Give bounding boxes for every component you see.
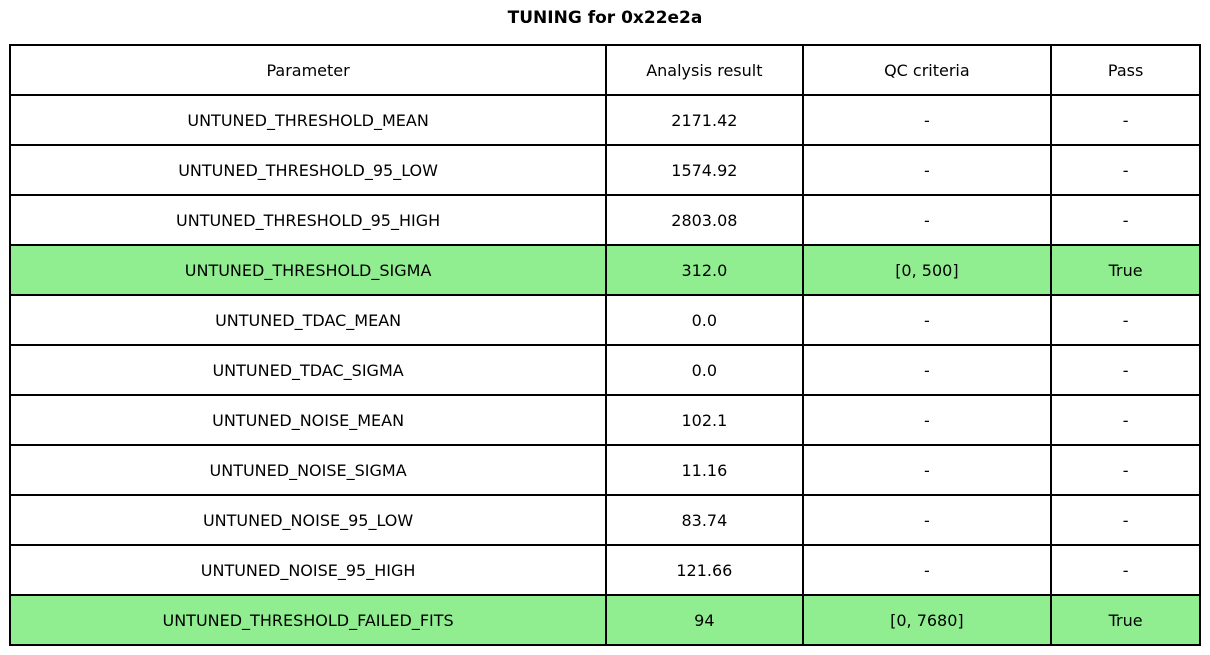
cell-analysis-result: 1574.92 bbox=[605, 144, 804, 196]
column-header-qc-criteria: QC criteria bbox=[801, 44, 1053, 96]
column-header-parameter: Parameter bbox=[8, 44, 608, 96]
cell-analysis-result: 0.0 bbox=[605, 294, 804, 346]
cell-parameter: UNTUNED_NOISE_95_LOW bbox=[8, 494, 608, 546]
cell-parameter: UNTUNED_THRESHOLD_FAILED_FITS bbox=[8, 594, 608, 646]
cell-pass: - bbox=[1050, 294, 1201, 346]
cell-pass: - bbox=[1050, 344, 1201, 396]
cell-pass: - bbox=[1050, 494, 1201, 546]
cell-qc-criteria: - bbox=[801, 194, 1053, 246]
header-row: Parameter Analysis result QC criteria Pa… bbox=[8, 44, 1201, 96]
cell-parameter: UNTUNED_TDAC_MEAN bbox=[8, 294, 608, 346]
cell-qc-criteria: - bbox=[801, 344, 1053, 396]
cell-pass: - bbox=[1050, 444, 1201, 496]
cell-qc-criteria: [0, 500] bbox=[801, 244, 1053, 296]
cell-analysis-result: 312.0 bbox=[605, 244, 804, 296]
cell-analysis-result: 102.1 bbox=[605, 394, 804, 446]
cell-qc-criteria: - bbox=[801, 544, 1053, 596]
cell-parameter: UNTUNED_NOISE_MEAN bbox=[8, 394, 608, 446]
qc-results-table: Parameter Analysis result QC criteria Pa… bbox=[8, 44, 1201, 646]
cell-pass: True bbox=[1050, 594, 1201, 646]
cell-qc-criteria: - bbox=[801, 144, 1053, 196]
table-row: UNTUNED_TDAC_MEAN 0.0 - - bbox=[8, 294, 1201, 346]
cell-analysis-result: 2171.42 bbox=[605, 94, 804, 146]
table-row: UNTUNED_THRESHOLD_SIGMA 312.0 [0, 500] T… bbox=[8, 244, 1201, 296]
cell-pass: - bbox=[1050, 544, 1201, 596]
column-header-analysis-result: Analysis result bbox=[605, 44, 804, 96]
cell-pass: - bbox=[1050, 394, 1201, 446]
cell-analysis-result: 0.0 bbox=[605, 344, 804, 396]
cell-qc-criteria: - bbox=[801, 444, 1053, 496]
cell-analysis-result: 2803.08 bbox=[605, 194, 804, 246]
page-title: TUNING for 0x22e2a bbox=[507, 8, 703, 28]
table-row: UNTUNED_THRESHOLD_MEAN 2171.42 - - bbox=[8, 94, 1201, 146]
cell-pass: - bbox=[1050, 194, 1201, 246]
cell-pass: True bbox=[1050, 244, 1201, 296]
table-row: UNTUNED_NOISE_95_HIGH 121.66 - - bbox=[8, 544, 1201, 596]
cell-analysis-result: 83.74 bbox=[605, 494, 804, 546]
table-row: UNTUNED_NOISE_95_LOW 83.74 - - bbox=[8, 494, 1201, 546]
cell-qc-criteria: [0, 7680] bbox=[801, 594, 1053, 646]
cell-pass: - bbox=[1050, 94, 1201, 146]
table-row: UNTUNED_NOISE_SIGMA 11.16 - - bbox=[8, 444, 1201, 496]
cell-analysis-result: 11.16 bbox=[605, 444, 804, 496]
cell-qc-criteria: - bbox=[801, 94, 1053, 146]
cell-parameter: UNTUNED_NOISE_95_HIGH bbox=[8, 544, 608, 596]
cell-analysis-result: 121.66 bbox=[605, 544, 804, 596]
cell-parameter: UNTUNED_NOISE_SIGMA bbox=[8, 444, 608, 496]
table-row: UNTUNED_TDAC_SIGMA 0.0 - - bbox=[8, 344, 1201, 396]
cell-qc-criteria: - bbox=[801, 294, 1053, 346]
cell-parameter: UNTUNED_THRESHOLD_95_LOW bbox=[8, 144, 608, 196]
table-body: UNTUNED_THRESHOLD_MEAN 2171.42 - - UNTUN… bbox=[8, 94, 1201, 646]
cell-parameter: UNTUNED_THRESHOLD_MEAN bbox=[8, 94, 608, 146]
column-header-pass: Pass bbox=[1050, 44, 1201, 96]
cell-parameter: UNTUNED_TDAC_SIGMA bbox=[8, 344, 608, 396]
cell-pass: - bbox=[1050, 144, 1201, 196]
cell-qc-criteria: - bbox=[801, 494, 1053, 546]
cell-qc-criteria: - bbox=[801, 394, 1053, 446]
table-row: UNTUNED_THRESHOLD_FAILED_FITS 94 [0, 768… bbox=[8, 594, 1201, 646]
table-row: UNTUNED_NOISE_MEAN 102.1 - - bbox=[8, 394, 1201, 446]
cell-analysis-result: 94 bbox=[605, 594, 804, 646]
table-row: UNTUNED_THRESHOLD_95_LOW 1574.92 - - bbox=[8, 144, 1201, 196]
table-row: UNTUNED_THRESHOLD_95_HIGH 2803.08 - - bbox=[8, 194, 1201, 246]
cell-parameter: UNTUNED_THRESHOLD_SIGMA bbox=[8, 244, 608, 296]
cell-parameter: UNTUNED_THRESHOLD_95_HIGH bbox=[8, 194, 608, 246]
